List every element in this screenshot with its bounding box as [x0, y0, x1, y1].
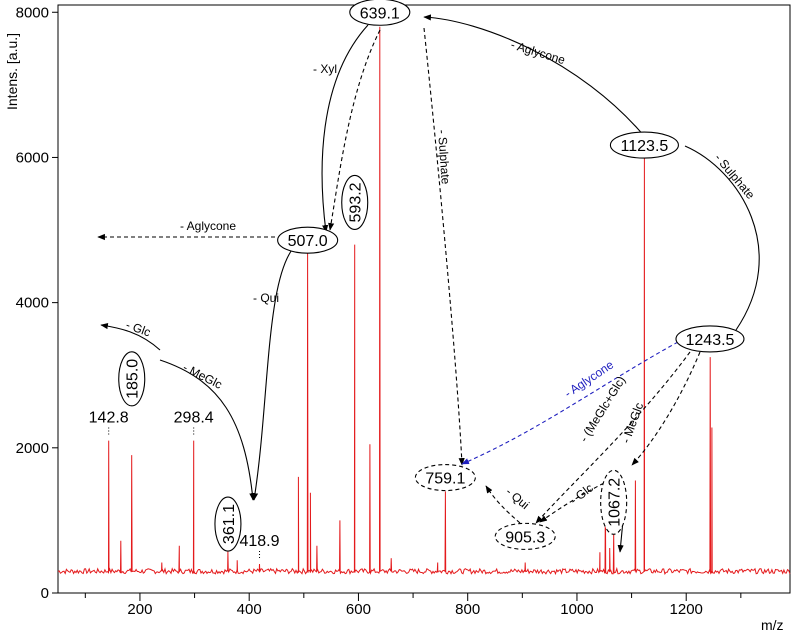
peak-ellipse	[277, 226, 339, 254]
annotation-sulphate-mid: - Sulphate	[435, 129, 453, 185]
peak-label: 361.1	[221, 504, 238, 544]
x-tick-label: 1200	[670, 601, 703, 618]
arrow-1243-to-759-aglycone	[461, 341, 679, 465]
plot-frame	[57, 4, 791, 594]
annotation-xyl: - Xyl	[313, 62, 337, 76]
arrow-185-to-361-megic	[159, 359, 256, 501]
arrow-639-to-507-xyl-solid	[321, 24, 369, 233]
annotation-aglycone-left: - Aglycone	[180, 219, 236, 233]
arrow-1243-to-1067-megic	[631, 351, 701, 466]
arrow-639-to-759-sulphate	[423, 27, 465, 466]
label-drop-lines	[108, 426, 261, 558]
y-tick-label: 0	[41, 585, 49, 602]
y-tick-label: 4000	[16, 295, 49, 312]
y-tick-label: 2000	[16, 440, 49, 457]
arrow-1243-to-1123-sulphate	[684, 145, 760, 331]
fragment-annotations: - Xyl - Aglycone - Sulphate - Sulphate -…	[124, 37, 758, 512]
x-tick-label: 400	[237, 601, 262, 618]
y-axis-label: Intens. [a.u.]	[4, 33, 20, 110]
peak-label: 1067.2	[607, 478, 624, 527]
y-tick-label: 6000	[16, 149, 49, 166]
annotation-glc-right: - Glc	[567, 481, 596, 508]
x-axis-label: m/z	[761, 617, 784, 633]
arrow-1243-to-905-megic-glc	[535, 351, 691, 524]
arrow-185-to-left-glc	[100, 323, 161, 351]
x-tick-label: 600	[346, 601, 371, 618]
peak-label: 1243.5	[686, 332, 735, 349]
y-tick-label: 8000	[16, 4, 49, 21]
spectrum-line	[57, 26, 791, 576]
peak-ellipse	[414, 464, 476, 492]
peak-ellipse	[494, 522, 556, 550]
peak-ellipse	[675, 325, 745, 353]
x-tick-label: 1000	[560, 601, 593, 618]
annotation-sulphate-right: - Sulphate	[712, 151, 758, 202]
fragmentation-arrows	[97, 14, 760, 553]
arrow-1067-to-905-glc	[539, 479, 611, 523]
peak-label: 759.1	[425, 471, 465, 488]
peak-labels: 142.8 298.4 418.9 185.0 361.1 507.0 593.2 639.1…	[89, 5, 735, 550]
y-axis: 0 2000 4000 6000 8000	[16, 4, 58, 602]
peak-ellipse	[609, 131, 679, 159]
peak-ellipses	[118, 0, 745, 552]
peak-ellipse	[349, 0, 411, 26]
annotation-megic-right: - MeGlc	[619, 401, 647, 445]
annotation-qui-right: - Qui	[503, 485, 532, 512]
peak-label: 185.0	[125, 359, 142, 399]
annotation-aglycone-top: - Aglycone	[509, 37, 567, 67]
annotation-qui: - Qui	[253, 291, 279, 305]
peak-label: 593.2	[348, 182, 365, 222]
x-axis: 200 400 600 800 1000 1200	[84, 593, 742, 618]
arrow-1123-to-639-aglycone	[423, 14, 646, 138]
x-tick-label: 200	[127, 601, 152, 618]
peak-label: 639.1	[360, 5, 400, 22]
peak-ellipse	[214, 496, 242, 552]
peak-ellipse	[341, 174, 369, 231]
peak-label: 298.4	[174, 410, 214, 427]
arrow-639-to-507-xyl-dashed	[328, 29, 381, 231]
x-tick-label: 800	[455, 601, 480, 618]
peak-label: 905.3	[505, 529, 545, 546]
peak-ellipse	[118, 351, 146, 407]
annotation-megic-left: - MeGlc	[181, 360, 225, 392]
peak-ellipse	[600, 469, 628, 535]
peak-label: 1123.5	[621, 138, 669, 155]
peak-label: 418.9	[239, 533, 279, 550]
arrow-507-to-361-qui	[252, 242, 299, 501]
annotation-glc-left: - Glc	[124, 318, 153, 340]
peak-label: 507.0	[288, 233, 328, 250]
peak-label: 142.8	[89, 410, 129, 427]
